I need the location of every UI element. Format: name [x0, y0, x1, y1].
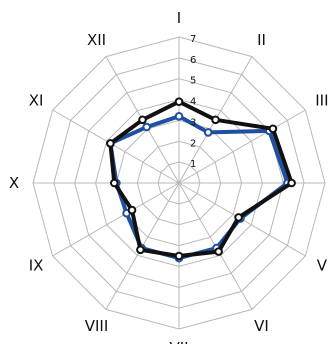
tick-label-2: 2	[190, 138, 196, 149]
tick-label-6: 6	[190, 55, 196, 66]
axis-label-III: III	[315, 92, 328, 110]
axis-label-X: X	[9, 174, 19, 192]
series-2-point-V	[234, 213, 243, 222]
tick-label-1: 1	[190, 159, 196, 170]
series-2-point-VIII	[136, 245, 145, 255]
series-2-point-XII	[138, 115, 147, 125]
radial-ticks: 1 2 3 4 5 6 7	[190, 34, 196, 170]
series-2-point-XI	[106, 139, 115, 148]
axis-label-VIII: VIII	[85, 317, 109, 335]
tick-label-3: 3	[190, 117, 196, 128]
axis-labels: IIIIIIIVVVIVIIVIIIIXXXIXII	[9, 9, 329, 344]
radar-grid	[32, 36, 326, 330]
series-2-point-VI	[214, 247, 223, 256]
series-1-point-XII	[142, 122, 151, 132]
series-2-point-II	[211, 115, 220, 125]
axis-label-IX: IX	[29, 257, 44, 275]
series-2-point-IV	[287, 178, 296, 188]
grid-spoke-IX	[52, 182, 180, 257]
axis-label-XII: XII	[87, 31, 106, 49]
axis-label-VI: VI	[254, 317, 269, 335]
tick-label-5: 5	[190, 76, 196, 87]
tick-label-4: 4	[190, 97, 196, 108]
radar-series	[106, 97, 296, 263]
series-2-point-IX	[127, 205, 137, 215]
series-1-point-II	[203, 128, 213, 137]
axis-label-I: I	[177, 9, 181, 27]
series-2-point-I	[174, 97, 184, 106]
grid-spoke-III	[178, 109, 306, 184]
axis-label-II: II	[257, 31, 266, 49]
grid-spoke-XI	[52, 109, 180, 184]
series-2-point-X	[110, 178, 119, 188]
axis-label-V: V	[317, 257, 328, 275]
series-1-point-I	[174, 112, 184, 121]
tick-label-7: 7	[190, 34, 196, 45]
series-2-point-III	[268, 124, 278, 134]
axis-label-XI: XI	[29, 92, 44, 110]
axis-label-VII: VII	[169, 339, 188, 344]
series-2-point-VII	[174, 251, 184, 261]
